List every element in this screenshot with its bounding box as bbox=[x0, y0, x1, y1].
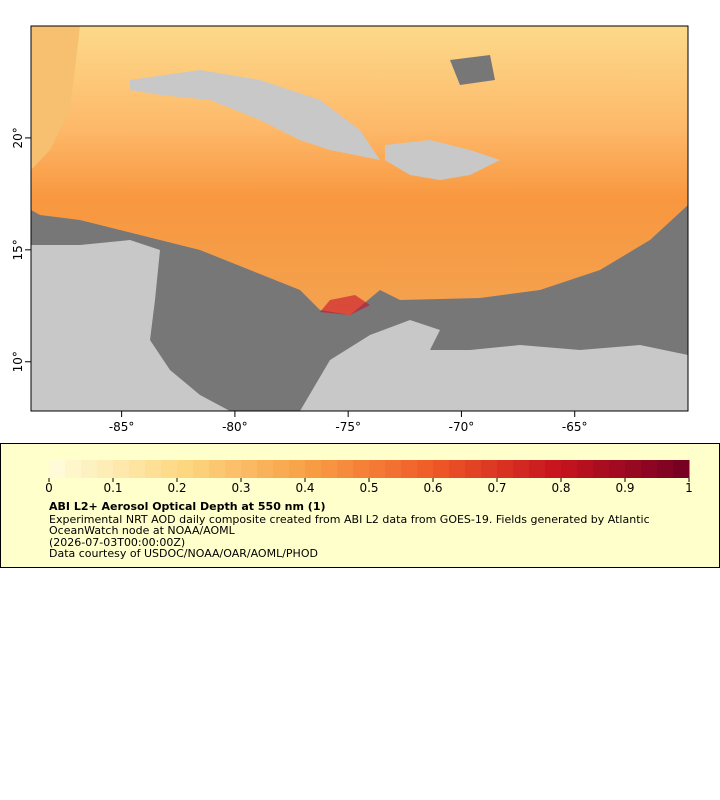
colorbar-tick-label: 1 bbox=[685, 481, 693, 494]
colorbar-tick-label: 0.3 bbox=[231, 481, 250, 494]
colorbar-swatch bbox=[209, 460, 226, 478]
x-tick-label: -85° bbox=[109, 420, 135, 434]
land-yucatan bbox=[31, 26, 80, 170]
legend-line: Data courtesy of USDOC/NOAA/OAR/AOML/PHO… bbox=[49, 547, 318, 560]
legend-line: (2026-07-03T00:00:00Z) bbox=[49, 536, 186, 549]
colorbar-swatch bbox=[481, 460, 498, 478]
colorbar-swatch bbox=[225, 460, 242, 478]
colorbar-swatch bbox=[305, 460, 322, 478]
colorbar-swatch bbox=[97, 460, 114, 478]
colorbar-swatch bbox=[129, 460, 146, 478]
legend: 0 0.1 0.2 0.3 0.4 0.5 0.6 0.7 0.8 0.9 1 ABI L2+ Ae… bbox=[0, 443, 720, 568]
colorbar-swatch bbox=[337, 460, 354, 478]
colorbar-swatch bbox=[609, 460, 626, 478]
y-tick-label: 10° bbox=[11, 351, 25, 372]
x-tick-label: -75° bbox=[335, 420, 361, 434]
colorbar-tick-label: 0 bbox=[45, 481, 53, 494]
colorbar-swatch bbox=[529, 460, 546, 478]
colorbar-swatch bbox=[641, 460, 658, 478]
x-tick-label: -80° bbox=[222, 420, 248, 434]
colorbar-swatch bbox=[465, 460, 482, 478]
colorbar-swatch bbox=[513, 460, 530, 478]
colorbar-tick-label: 0.9 bbox=[615, 481, 634, 494]
legend-line: Experimental NRT AOD daily composite cre… bbox=[49, 513, 650, 526]
colorbar-swatch bbox=[545, 460, 562, 478]
land-south-america bbox=[300, 320, 688, 411]
aerosol-hotspot bbox=[320, 295, 370, 315]
colorbar-swatch bbox=[449, 460, 466, 478]
colorbar-swatch bbox=[177, 460, 194, 478]
colorbar-swatch bbox=[193, 460, 210, 478]
colorbar-tick-label: 0.5 bbox=[359, 481, 378, 494]
colorbar-swatch bbox=[81, 460, 98, 478]
legend-title: ABI L2+ Aerosol Optical Depth at 550 nm … bbox=[49, 500, 326, 513]
map: -85° -80° -75° -70° -65° 10° 15° 20° bbox=[11, 25, 689, 434]
colorbar-swatch bbox=[289, 460, 306, 478]
map-frame bbox=[30, 25, 689, 412]
colorbar-tick-label: 0.4 bbox=[295, 481, 314, 494]
colorbar: 0 0.1 0.2 0.3 0.4 0.5 0.6 0.7 0.8 0.9 1 bbox=[45, 460, 693, 494]
colorbar-swatch bbox=[161, 460, 178, 478]
colorbar-swatch bbox=[65, 460, 82, 478]
land-cuba bbox=[130, 70, 380, 160]
colorbar-swatch bbox=[593, 460, 610, 478]
land-hispaniola bbox=[385, 140, 500, 180]
colorbar-swatch bbox=[497, 460, 514, 478]
land-central-america bbox=[31, 240, 230, 411]
x-tick-label: -70° bbox=[449, 420, 475, 434]
colorbar-swatch bbox=[145, 460, 162, 478]
ocean-patch bbox=[450, 55, 495, 85]
colorbar-swatch bbox=[561, 460, 578, 478]
x-tick-label: -65° bbox=[562, 420, 588, 434]
colorbar-swatch bbox=[273, 460, 290, 478]
colorbar-swatch bbox=[49, 460, 66, 478]
colorbar-swatch bbox=[257, 460, 274, 478]
colorbar-swatch bbox=[401, 460, 418, 478]
colorbar-tick-label: 0.7 bbox=[487, 481, 506, 494]
colorbar-tick-label: 0.8 bbox=[551, 481, 570, 494]
colorbar-swatch bbox=[625, 460, 642, 478]
legend-line: OceanWatch node at NOAA/AOML bbox=[49, 524, 235, 537]
colorbar-swatch bbox=[385, 460, 402, 478]
colorbar-swatch bbox=[417, 460, 434, 478]
colorbar-swatch bbox=[577, 460, 594, 478]
colorbar-tick-label: 0.6 bbox=[423, 481, 442, 494]
colorbar-swatch bbox=[113, 460, 130, 478]
colorbar-swatch bbox=[657, 460, 674, 478]
colorbar-swatch bbox=[369, 460, 386, 478]
colorbar-tick-label: 0.2 bbox=[167, 481, 186, 494]
colorbar-swatch bbox=[353, 460, 370, 478]
colorbar-tick-label: 0.1 bbox=[103, 481, 122, 494]
colorbar-swatch bbox=[673, 460, 690, 478]
colorbar-swatch bbox=[321, 460, 338, 478]
y-tick-label: 15° bbox=[11, 239, 25, 260]
colorbar-swatch bbox=[241, 460, 258, 478]
y-tick-label: 20° bbox=[11, 127, 25, 148]
colorbar-swatch bbox=[433, 460, 450, 478]
